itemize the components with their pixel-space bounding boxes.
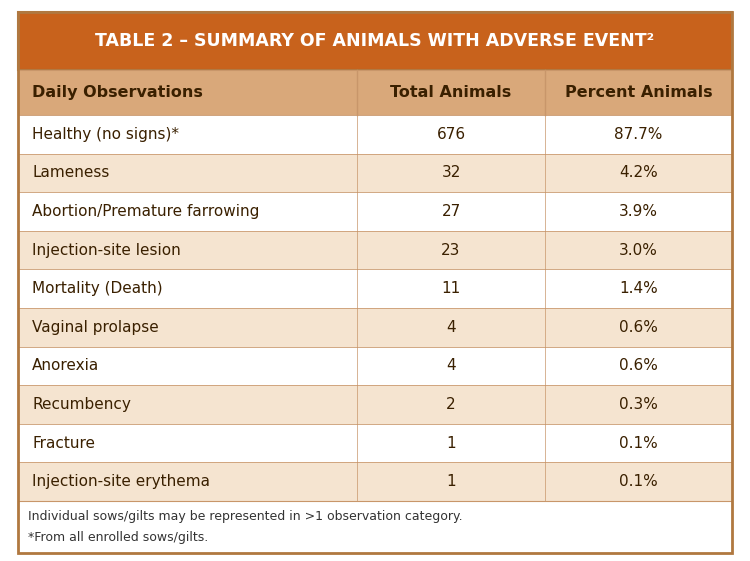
Text: 27: 27 <box>442 204 460 219</box>
Text: Fracture: Fracture <box>32 435 95 450</box>
Text: 676: 676 <box>436 127 466 142</box>
Text: Individual sows/gilts may be represented in >1 observation category.: Individual sows/gilts may be represented… <box>28 510 463 523</box>
Text: 23: 23 <box>441 242 460 257</box>
Text: TABLE 2 – SUMMARY OF ANIMALS WITH ADVERSE EVENT²: TABLE 2 – SUMMARY OF ANIMALS WITH ADVERS… <box>95 32 655 50</box>
Text: 2: 2 <box>446 397 456 412</box>
Text: 87.7%: 87.7% <box>614 127 663 142</box>
Text: 4.2%: 4.2% <box>619 165 658 181</box>
Bar <box>18 192 732 231</box>
Text: 4: 4 <box>446 320 456 335</box>
Text: 1.4%: 1.4% <box>619 281 658 296</box>
Bar <box>18 12 732 70</box>
Text: Recumbency: Recumbency <box>32 397 130 412</box>
Text: 0.1%: 0.1% <box>619 474 658 489</box>
Bar <box>18 269 732 308</box>
Text: 11: 11 <box>442 281 460 296</box>
Bar <box>18 154 732 192</box>
Bar <box>18 385 732 424</box>
Text: 1: 1 <box>446 435 456 450</box>
Bar <box>18 231 732 269</box>
Text: 3.0%: 3.0% <box>619 242 658 257</box>
Text: 0.1%: 0.1% <box>619 435 658 450</box>
Text: Daily Observations: Daily Observations <box>32 85 203 100</box>
Text: Total Animals: Total Animals <box>391 85 512 100</box>
Bar <box>18 70 732 115</box>
Text: Abortion/Premature farrowing: Abortion/Premature farrowing <box>32 204 260 219</box>
Bar <box>18 308 732 347</box>
Text: 4: 4 <box>446 358 456 374</box>
Text: Healthy (no signs)*: Healthy (no signs)* <box>32 127 179 142</box>
Text: Lameness: Lameness <box>32 165 110 181</box>
Text: Percent Animals: Percent Animals <box>565 85 712 100</box>
Bar <box>18 347 732 385</box>
Text: Injection-site erythema: Injection-site erythema <box>32 474 210 489</box>
Bar <box>18 462 732 501</box>
Text: 3.9%: 3.9% <box>619 204 658 219</box>
Text: Mortality (Death): Mortality (Death) <box>32 281 163 296</box>
Bar <box>18 115 732 154</box>
Text: 32: 32 <box>441 165 460 181</box>
Text: 0.6%: 0.6% <box>619 358 658 374</box>
Text: 0.3%: 0.3% <box>619 397 658 412</box>
Bar <box>18 424 732 462</box>
Text: Injection-site lesion: Injection-site lesion <box>32 242 181 257</box>
Text: *From all enrolled sows/gilts.: *From all enrolled sows/gilts. <box>28 531 209 544</box>
Text: Anorexia: Anorexia <box>32 358 99 374</box>
Bar <box>18 501 732 553</box>
Text: 1: 1 <box>446 474 456 489</box>
Text: 0.6%: 0.6% <box>619 320 658 335</box>
Text: Vaginal prolapse: Vaginal prolapse <box>32 320 159 335</box>
